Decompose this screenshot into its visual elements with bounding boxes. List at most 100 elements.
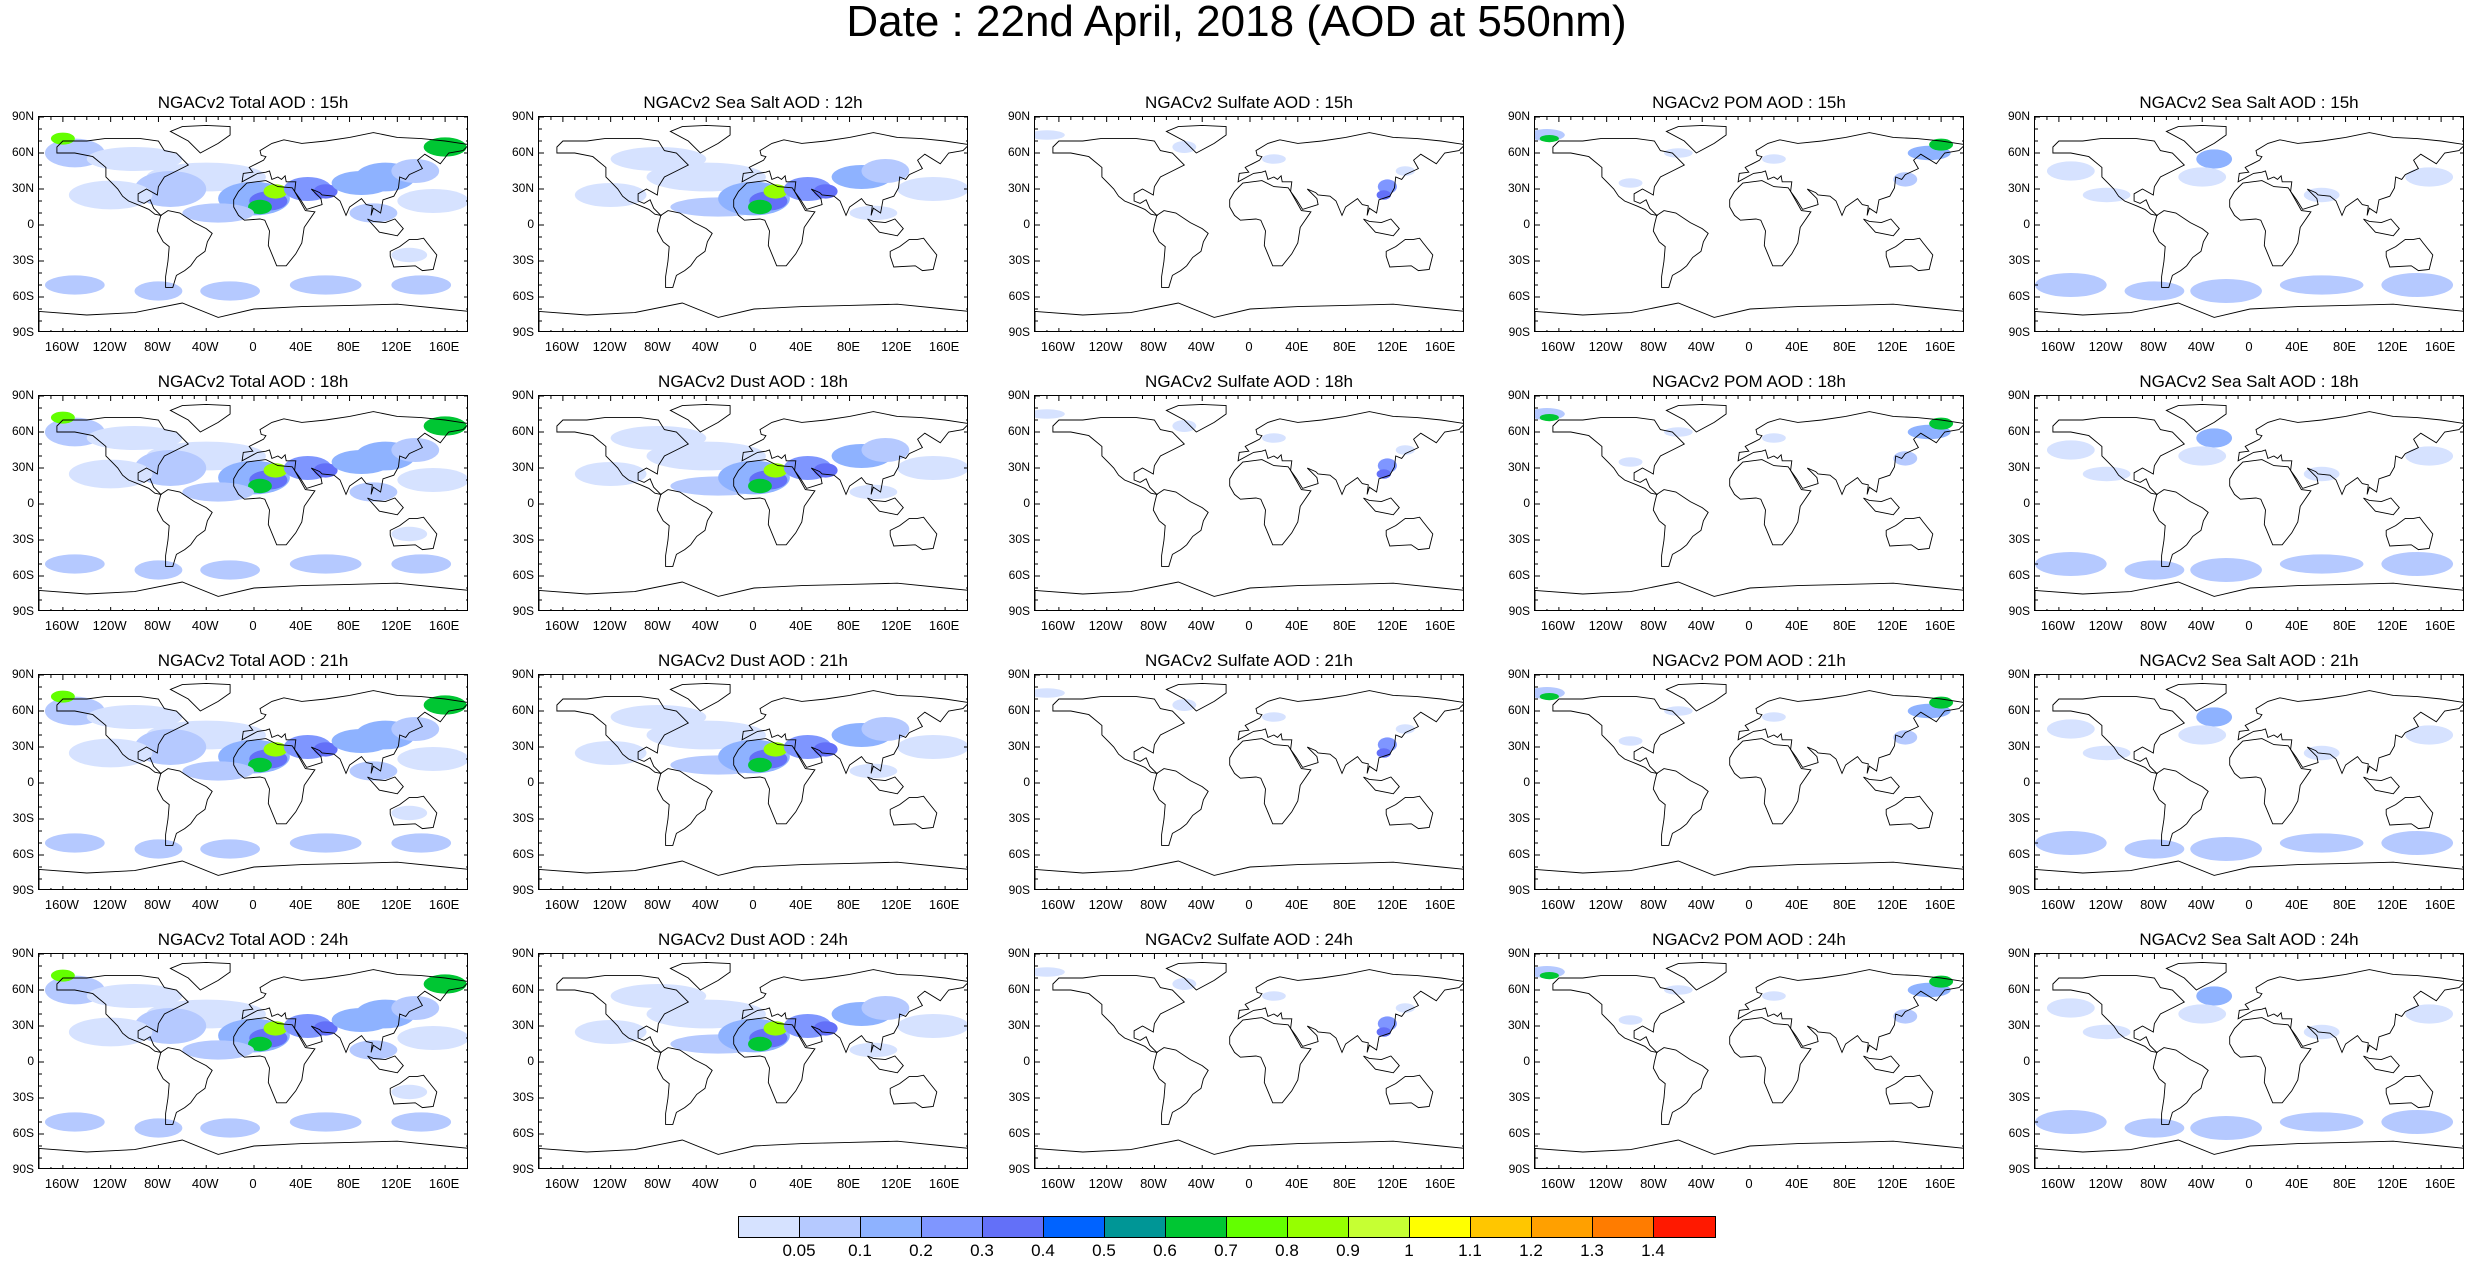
aod-region	[897, 735, 967, 759]
coastline	[156, 1047, 213, 1125]
lat-tick-label: 90S	[2008, 604, 2030, 618]
lon-tick-label: 40W	[691, 339, 719, 354]
lat-tick-label: 0	[1523, 1054, 1530, 1068]
lon-tick-label: 40W	[1187, 339, 1215, 354]
coastline	[556, 696, 690, 775]
coastline	[669, 124, 731, 154]
aod-region	[200, 1118, 260, 1138]
coastline	[741, 969, 967, 1054]
aod-region	[134, 1118, 183, 1138]
coastline	[56, 417, 190, 496]
panel-title: NGACv2 Sea Salt AOD : 24h	[2139, 930, 2359, 949]
lat-tick-label: 60S	[1508, 1126, 1530, 1140]
coastline	[656, 768, 713, 846]
lat-tick-label: 90N	[1007, 667, 1030, 681]
lon-tick-label: 0	[1745, 339, 1753, 354]
lon-tick-label: 120W	[1588, 1176, 1623, 1191]
aod-region	[44, 833, 105, 853]
coastline	[1165, 682, 1227, 712]
axis-ticks	[1035, 954, 1463, 1168]
coastline	[241, 411, 467, 496]
lon-tick-label: 80E	[836, 339, 861, 354]
aod-region	[1664, 148, 1693, 158]
coastline	[1729, 738, 1812, 825]
coastline	[233, 459, 316, 546]
axis-ticks	[2035, 954, 2463, 1168]
lon-tick-label: 160E	[428, 339, 460, 354]
lat-tick-label: 30S	[1008, 253, 1030, 267]
map-panel: NGACv2 Total AOD : 21h 90N 60N 30N 0 30S 60S 90…	[4, 651, 474, 921]
panel-title: NGACv2 POM AOD : 21h	[1652, 651, 1846, 670]
coastline	[1737, 690, 1963, 775]
map-canvas	[1035, 675, 1463, 889]
lat-tick-label: 90S	[512, 604, 534, 618]
aod-region	[610, 426, 707, 450]
lat-tick-label: 60N	[511, 703, 534, 717]
aod-region	[2124, 1118, 2185, 1138]
coastline	[1363, 218, 1400, 237]
coastline	[1652, 768, 1709, 846]
aod-region	[391, 526, 428, 542]
lat-tick-label: 30S	[1008, 811, 1030, 825]
lat-tick-label: 90N	[2007, 109, 2030, 123]
lon-tick-label: 120W	[2088, 897, 2123, 912]
lat-tick-label: 30N	[1507, 739, 1530, 753]
lat-tick-label: 30S	[512, 811, 534, 825]
lon-tick-label: 40W	[2187, 1176, 2215, 1191]
aod-region	[182, 1040, 254, 1060]
axis-ticks	[2035, 396, 2463, 610]
axis-ticks	[2035, 117, 2463, 331]
lon-tick-label: 120E	[881, 1176, 912, 1191]
aod-region	[2082, 187, 2131, 203]
lon-tick-label: 0	[2245, 897, 2253, 912]
lon-tick-label: 160W	[2040, 1176, 2075, 1191]
lat-tick-label: 90N	[11, 388, 34, 402]
aod-region	[391, 438, 440, 462]
colorbar-swatch	[739, 1217, 800, 1237]
coastline	[241, 132, 467, 217]
coastline	[1885, 516, 1934, 551]
lon-tick-label: 120E	[1877, 897, 1908, 912]
aod-region	[849, 1042, 898, 1058]
lon-tick-label: 40W	[1187, 897, 1215, 912]
aod-region	[68, 738, 153, 768]
aod-region	[1261, 712, 1286, 722]
lat-tick-label: 60N	[11, 703, 34, 717]
lon-tick-label: 160W	[1040, 339, 1075, 354]
lat-tick-label: 90N	[511, 388, 534, 402]
coastline	[2165, 961, 2227, 991]
colorbar-label: 0.5	[1092, 1241, 1116, 1260]
coastline	[1229, 459, 1312, 546]
coastline	[867, 776, 904, 795]
aod-region	[2046, 440, 2095, 460]
lon-tick-label: 80E	[336, 897, 361, 912]
colorbar-swatch	[1227, 1217, 1288, 1237]
lat-tick-label: 90S	[12, 325, 34, 339]
lon-tick-label: 0	[1245, 339, 1253, 354]
lon-tick-label: 40E	[289, 1176, 313, 1191]
coastline	[39, 581, 467, 610]
aod-region	[134, 839, 183, 859]
lon-tick-label: 40W	[2187, 897, 2215, 912]
aod-region	[1539, 414, 1559, 422]
map-canvas	[2035, 117, 2463, 331]
lat-tick-label: 30S	[2008, 1090, 2030, 1104]
coastline	[733, 738, 816, 825]
lon-tick-label: 120W	[92, 897, 127, 912]
axis-ticks	[539, 396, 967, 610]
map-panel: NGACv2 Total AOD : 24h 90N 60N 30N 0 30S 60S 90…	[4, 930, 474, 1200]
coastline	[389, 1074, 438, 1109]
map-area	[2034, 953, 2464, 1169]
lon-tick-label: 160W	[1040, 618, 1075, 633]
coastline	[1535, 302, 1963, 331]
coastline	[2363, 497, 2400, 516]
map-panel: NGACv2 Sea Salt AOD : 18h 90N 60N 30N 0 30S 60…	[2000, 372, 2470, 642]
lat-tick-label: 30S	[1008, 1090, 1030, 1104]
axis-ticks	[1035, 396, 1463, 610]
lon-tick-label: 120W	[1088, 897, 1123, 912]
coastline	[367, 776, 404, 795]
lat-tick-label: 60N	[1507, 424, 1530, 438]
lon-tick-label: 0	[249, 618, 257, 633]
lon-tick-label: 160W	[1540, 339, 1575, 354]
coastline	[2035, 860, 2463, 889]
